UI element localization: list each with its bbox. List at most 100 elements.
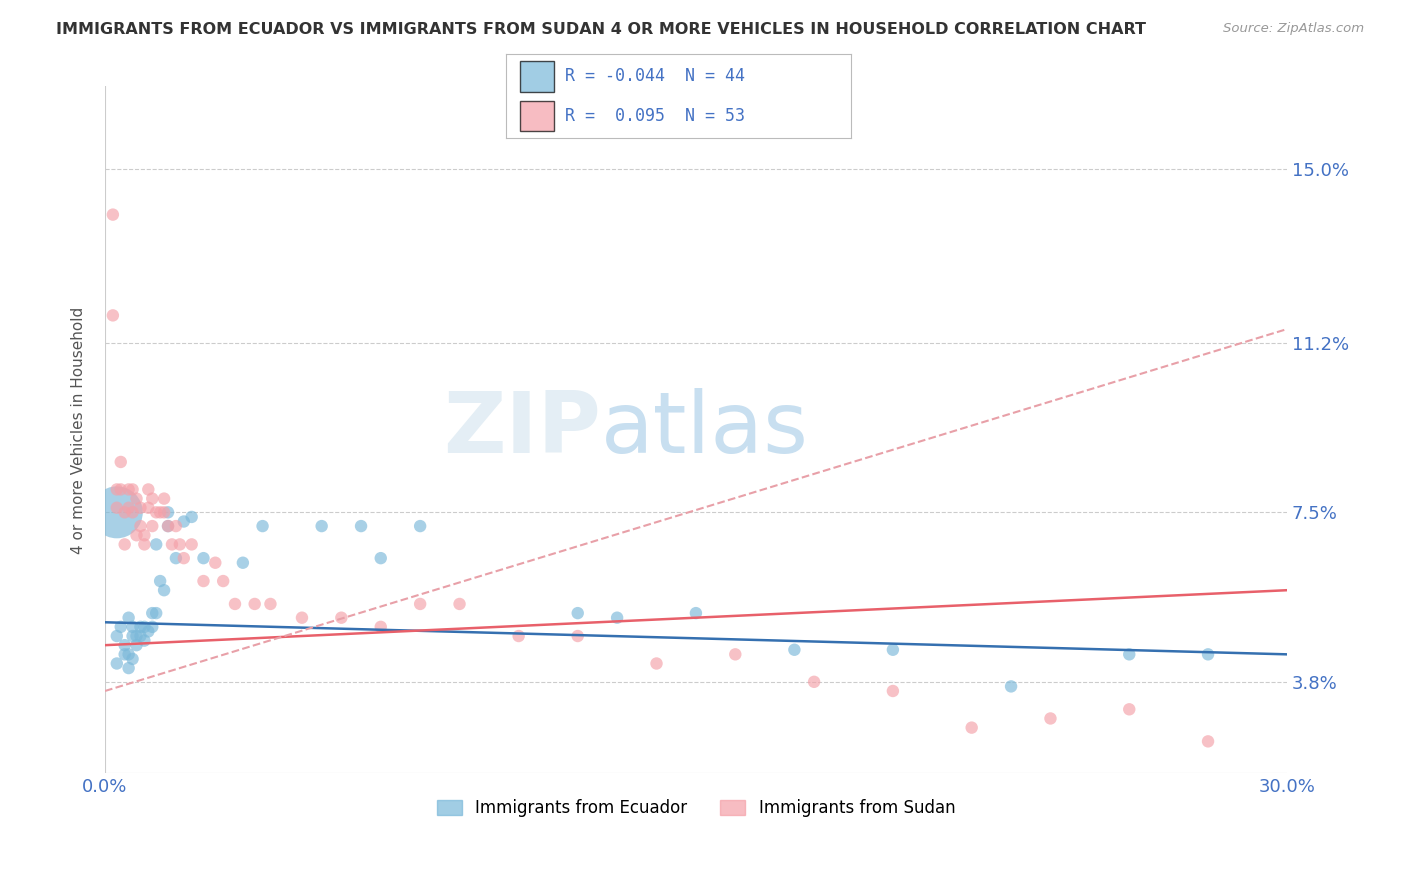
Point [153, 491, 176, 506]
Point [1118, 648, 1140, 662]
Point [136, 500, 159, 515]
Point [141, 620, 163, 634]
Point [125, 491, 148, 506]
Point [129, 519, 152, 533]
Point [121, 620, 143, 634]
Point [121, 629, 143, 643]
Point [129, 500, 152, 515]
Point [125, 629, 148, 643]
Point [129, 629, 152, 643]
Point [193, 551, 215, 566]
FancyBboxPatch shape [520, 62, 554, 92]
Point [117, 661, 139, 675]
Point [960, 721, 983, 735]
Text: Source: ZipAtlas.com: Source: ZipAtlas.com [1223, 22, 1364, 36]
Text: R = -0.044  N = 44: R = -0.044 N = 44 [565, 68, 745, 86]
Text: atlas: atlas [602, 388, 810, 471]
Point [180, 537, 202, 551]
Point [117, 648, 139, 662]
Point [350, 519, 373, 533]
Point [243, 597, 266, 611]
Point [141, 606, 163, 620]
Point [169, 537, 191, 551]
Point [125, 528, 148, 542]
Point [165, 519, 187, 533]
Point [145, 606, 167, 620]
Point [193, 574, 215, 588]
Point [157, 519, 180, 533]
Point [114, 638, 136, 652]
Point [101, 208, 124, 222]
Point [105, 629, 128, 643]
Point [157, 519, 180, 533]
Point [311, 519, 333, 533]
Point [121, 483, 143, 497]
Point [180, 510, 202, 524]
Point [134, 528, 156, 542]
Point [114, 505, 136, 519]
Point [370, 620, 392, 634]
Point [1039, 711, 1062, 725]
Point [409, 519, 432, 533]
Point [204, 556, 226, 570]
Y-axis label: 4 or more Vehicles in Household: 4 or more Vehicles in Household [72, 306, 86, 554]
Point [882, 642, 904, 657]
Point [145, 505, 167, 519]
Point [105, 657, 128, 671]
Point [1197, 648, 1219, 662]
Point [153, 505, 176, 519]
Point [105, 505, 128, 519]
Legend: Immigrants from Ecuador, Immigrants from Sudan: Immigrants from Ecuador, Immigrants from… [430, 792, 962, 823]
Point [101, 309, 124, 323]
Point [125, 638, 148, 652]
Point [121, 652, 143, 666]
Point [783, 642, 806, 657]
Point [232, 556, 254, 570]
Point [409, 597, 432, 611]
Point [149, 574, 172, 588]
Point [882, 684, 904, 698]
Point [117, 500, 139, 515]
Point [121, 505, 143, 519]
Point [114, 648, 136, 662]
FancyBboxPatch shape [520, 101, 554, 131]
Point [1118, 702, 1140, 716]
Point [173, 515, 195, 529]
Text: R =  0.095  N = 53: R = 0.095 N = 53 [565, 107, 745, 125]
Point [259, 597, 281, 611]
Point [803, 674, 825, 689]
Point [134, 633, 156, 648]
Point [291, 610, 314, 624]
Point [141, 519, 163, 533]
Point [173, 551, 195, 566]
Text: IMMIGRANTS FROM ECUADOR VS IMMIGRANTS FROM SUDAN 4 OR MORE VEHICLES IN HOUSEHOLD: IMMIGRANTS FROM ECUADOR VS IMMIGRANTS FR… [56, 22, 1146, 37]
Point [370, 551, 392, 566]
Point [449, 597, 471, 611]
Point [157, 505, 180, 519]
Point [212, 574, 235, 588]
Point [645, 657, 668, 671]
Point [1197, 734, 1219, 748]
Point [117, 610, 139, 624]
Point [724, 648, 747, 662]
Point [224, 597, 246, 611]
Point [136, 483, 159, 497]
Point [149, 505, 172, 519]
Point [129, 620, 152, 634]
Point [330, 610, 353, 624]
Point [153, 583, 176, 598]
Point [508, 629, 530, 643]
Point [141, 491, 163, 506]
Point [160, 537, 183, 551]
Point [145, 537, 167, 551]
Point [110, 483, 132, 497]
Point [134, 537, 156, 551]
Point [114, 537, 136, 551]
Point [606, 610, 628, 624]
Point [110, 455, 132, 469]
Point [165, 551, 187, 566]
Point [134, 620, 156, 634]
Point [117, 483, 139, 497]
Text: ZIP: ZIP [444, 388, 602, 471]
Point [136, 624, 159, 639]
